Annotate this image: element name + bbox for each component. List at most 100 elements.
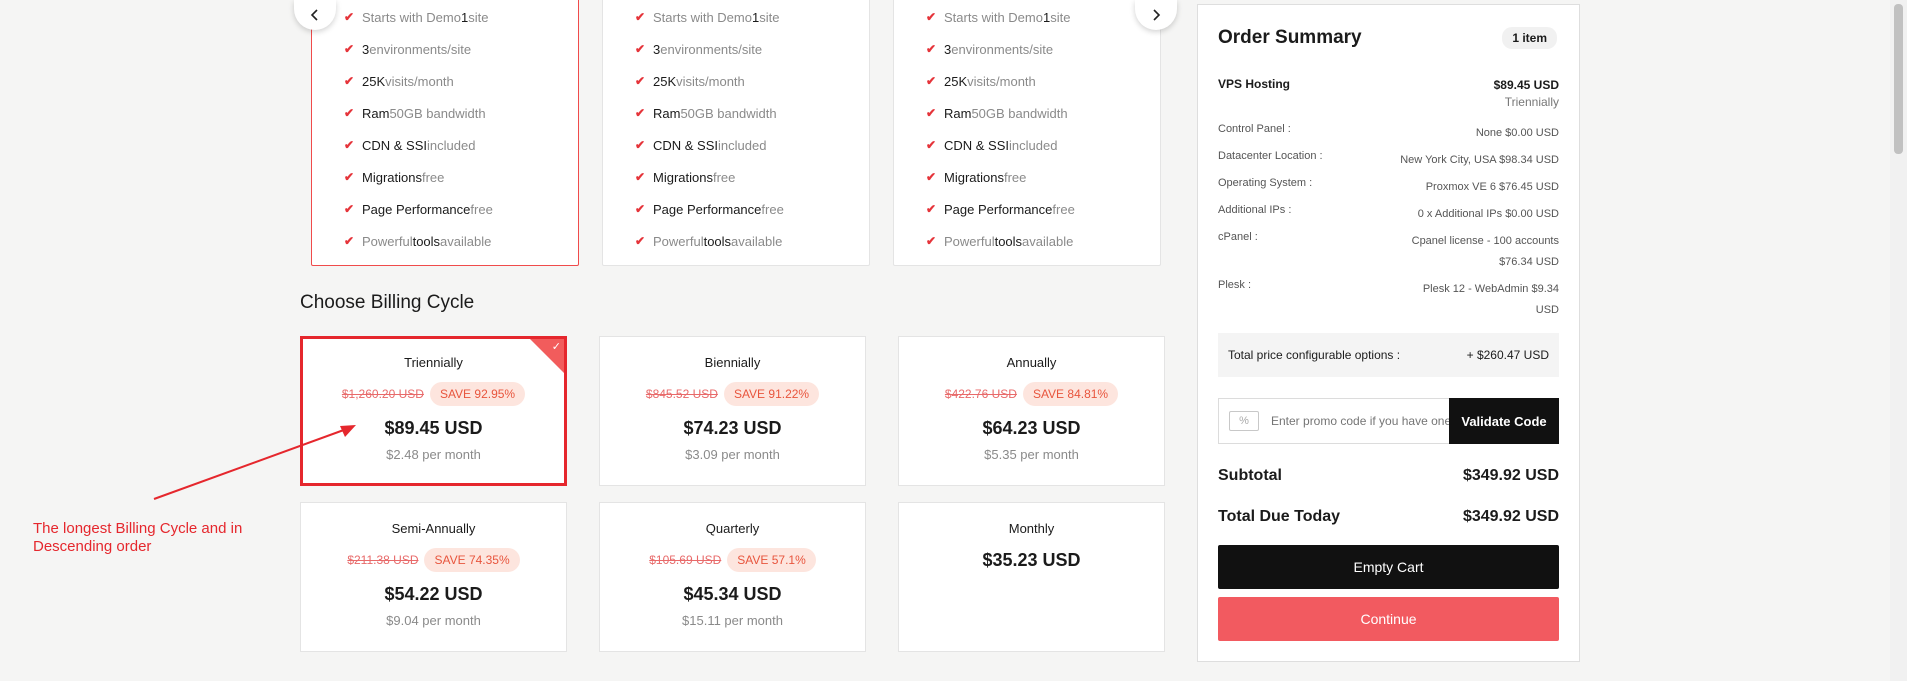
plan-card-2[interactable]: ✔ Starts with Demo 1 site ✔ 3 environments/…	[602, 0, 870, 266]
feature-text: Powerful	[653, 233, 704, 249]
feature-text: tools	[994, 233, 1023, 249]
discount-row: $211.38 USD SAVE 74.35%	[301, 548, 566, 572]
check-icon: ✔	[926, 42, 937, 56]
feature-item: ✔ Page Performance free	[344, 193, 493, 225]
option-value: USD	[1535, 304, 1559, 316]
config-total-label: Total price configurable options :	[1228, 348, 1401, 362]
feature-list: ✔ Starts with Demo 1 site ✔ 3 environments/…	[344, 1, 493, 257]
scrollbar-thumb[interactable]	[1894, 4, 1903, 154]
product-row: VPS Hosting $89.45 USD Triennially	[1218, 77, 1559, 111]
cycle-price: $54.22 USD	[384, 584, 483, 604]
feature-text: Powerful	[944, 233, 995, 249]
check-icon: ✔	[635, 42, 646, 56]
check-icon: ✔	[635, 234, 646, 248]
feature-item: ✔ Page Performance free	[926, 193, 1075, 225]
order-summary-title: Order Summary	[1218, 27, 1362, 48]
check-icon: ✔	[344, 202, 355, 216]
original-price: $105.69 USD	[649, 553, 722, 567]
billing-cycle-monthly[interactable]: Monthly $35.23 USD	[898, 502, 1165, 652]
feature-item: ✔ Ram 50GB bandwidth	[635, 97, 784, 129]
feature-text: visits/month	[676, 73, 745, 89]
feature-text: Ram	[944, 105, 972, 121]
discount-row: $1,260.20 USD SAVE 92.95%	[303, 382, 564, 406]
feature-text: 25K	[653, 73, 677, 89]
option-row: Plesk : Plesk 12 - WebAdmin $9.34 USD	[1218, 279, 1559, 321]
feature-text: Starts with Demo	[944, 9, 1043, 25]
check-icon: ✔	[344, 138, 355, 152]
item-count-badge: 1 item	[1502, 27, 1557, 49]
billing-cycle-biennially[interactable]: Biennially $845.52 USD SAVE 91.22% $74.23 U…	[599, 336, 866, 486]
save-badge: SAVE 92.95%	[429, 382, 526, 406]
check-icon: ✔	[344, 74, 355, 88]
empty-cart-button[interactable]: Empty Cart	[1218, 545, 1559, 589]
option-value: Proxmox VE 6 $76.45 USD	[1425, 181, 1559, 193]
check-icon: ✔	[344, 42, 355, 56]
feature-item: ✔ Powerful tools available	[926, 225, 1075, 257]
check-icon: ✔	[635, 138, 646, 152]
feature-text: 50GB bandwidth	[389, 105, 486, 121]
discount-row: $845.52 USD SAVE 91.22%	[600, 382, 865, 406]
check-icon: ✔	[635, 170, 646, 184]
cycle-name: Triennially	[404, 355, 463, 370]
option-row: Additional IPs : 0 x Additional IPs $0.0…	[1218, 204, 1559, 225]
total-label: Total Due Today	[1218, 508, 1341, 525]
original-price: $845.52 USD	[645, 387, 718, 401]
feature-text: included	[718, 137, 767, 153]
coupon-icon: %	[1229, 411, 1259, 431]
feature-text: Page Performance	[362, 201, 471, 217]
feature-text: tools	[412, 233, 441, 249]
feature-text: 1	[460, 9, 469, 25]
feature-text: 3	[653, 41, 661, 57]
save-badge: SAVE 74.35%	[424, 548, 520, 572]
check-icon: ✔	[926, 202, 937, 216]
feature-text: included	[1009, 137, 1058, 153]
billing-cycle-annually[interactable]: Annually $422.76 USD SAVE 84.81% $64.23 USD…	[898, 336, 1165, 486]
validate-code-button[interactable]: Validate Code	[1449, 398, 1559, 444]
check-icon: ✔	[635, 10, 646, 24]
option-label: Control Panel :	[1218, 123, 1291, 135]
total-value: $349.92 USD	[1462, 508, 1559, 525]
subtotal-label: Subtotal	[1218, 467, 1282, 484]
feature-item: ✔ Powerful tools available	[344, 225, 493, 257]
billing-cycle-quarterly[interactable]: Quarterly $105.69 USD SAVE 57.1% $45.34 USD…	[599, 502, 866, 652]
check-icon: ✔	[635, 74, 646, 88]
feature-text: Migrations	[362, 169, 422, 185]
option-label: Operating System :	[1218, 177, 1313, 189]
feature-list: ✔ Starts with Demo 1 site ✔ 3 environments/…	[926, 1, 1075, 257]
total-row: Total Due Today $349.92 USD	[1218, 508, 1559, 526]
feature-item: ✔ Migrations free	[926, 161, 1075, 193]
feature-text: 50GB bandwidth	[971, 105, 1068, 121]
plan-card-3[interactable]: ✔ Starts with Demo 1 site ✔ 3 environments/…	[893, 0, 1161, 266]
feature-text: Migrations	[944, 169, 1004, 185]
feature-text: Migrations	[653, 169, 713, 185]
check-icon: ✔	[926, 170, 937, 184]
feature-list: ✔ Starts with Demo 1 site ✔ 3 environments/…	[635, 1, 784, 257]
feature-text: CDN & SSI	[944, 137, 1010, 153]
annotation-note: The longest Billing Cycle and in Descend…	[33, 520, 243, 555]
check-icon: ✔	[344, 10, 355, 24]
plan-card-1[interactable]: ✔ Starts with Demo 1 site ✔ 3 environments/…	[311, 0, 579, 266]
continue-button[interactable]: Continue	[1218, 597, 1559, 641]
billing-cycle-triennially[interactable]: Triennially $1,260.20 USD SAVE 92.95% $89.4…	[300, 336, 567, 486]
promo-code-input[interactable]	[1271, 414, 1451, 428]
per-month-price: $3.09 per month	[685, 447, 780, 462]
feature-item: ✔ CDN & SSI included	[344, 129, 493, 161]
page-scrollbar[interactable]	[1890, 0, 1907, 681]
cycle-price: $89.45 USD	[384, 418, 483, 438]
feature-item: ✔ 3 environments/site	[635, 33, 784, 65]
feature-item: ✔ 25K visits/month	[926, 65, 1075, 97]
feature-text: visits/month	[967, 73, 1036, 89]
option-value: 0 x Additional IPs $0.00 USD	[1417, 208, 1559, 220]
feature-text: Starts with Demo	[362, 9, 461, 25]
feature-text: 25K	[944, 73, 968, 89]
discount-row: $105.69 USD SAVE 57.1%	[600, 548, 865, 572]
per-month-price: $15.11 per month	[682, 613, 783, 628]
feature-text: CDN & SSI	[362, 137, 428, 153]
feature-text: visits/month	[385, 73, 454, 89]
billing-cycle-semi-annually[interactable]: Semi-Annually $211.38 USD SAVE 74.35% $54.2…	[300, 502, 567, 652]
feature-text: 3	[362, 41, 370, 57]
save-badge: SAVE 91.22%	[723, 382, 820, 406]
feature-text: free	[712, 169, 736, 185]
option-value: New York City, USA $98.34 USD	[1400, 154, 1559, 166]
feature-item: ✔ Starts with Demo 1 site	[635, 1, 784, 33]
